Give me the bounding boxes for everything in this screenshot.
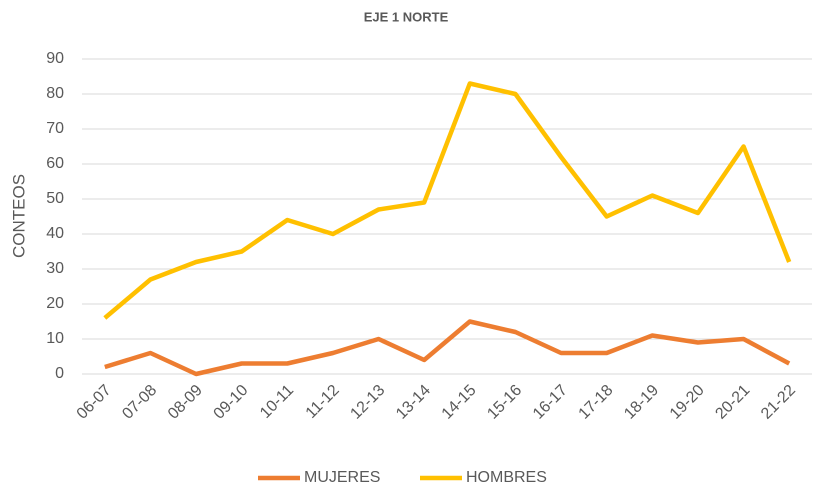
legend-label: MUJERES	[304, 469, 380, 486]
y-tick-label: 90	[46, 50, 64, 67]
y-tick-label: 0	[55, 365, 64, 382]
x-tick-label: 11-12	[303, 382, 343, 422]
legend-label: HOMBRES	[466, 469, 547, 486]
y-tick-label: 70	[46, 120, 64, 137]
x-tick-label: 07-08	[119, 382, 160, 423]
y-tick-label: 40	[46, 225, 64, 242]
y-axis-label: CONTEOS	[9, 174, 28, 258]
line-series	[103, 81, 792, 320]
y-tick-label: 30	[46, 260, 64, 277]
x-tick-label: 08-09	[165, 382, 206, 423]
y-tick-label: 50	[46, 190, 64, 207]
x-tick-label: 14-15	[439, 382, 480, 423]
x-tick-label: 13-14	[393, 382, 434, 423]
x-tick-label: 17-18	[576, 382, 617, 423]
x-tick-label: 20-21	[712, 382, 753, 423]
line-series	[104, 319, 791, 377]
x-tick-label: 09-10	[211, 382, 252, 423]
x-tick-label: 06-07	[74, 382, 115, 423]
x-tick-label: 18-19	[621, 382, 662, 423]
y-tick-label: 80	[46, 85, 64, 102]
x-tick-label: 16-17	[530, 382, 571, 423]
y-tick-label: 10	[46, 330, 64, 347]
chart-title: EJE 1 NORTE	[364, 9, 449, 24]
x-tick-label: 21-22	[758, 382, 799, 423]
x-tick-label: 12-13	[347, 382, 388, 423]
y-tick-label: 20	[46, 295, 64, 312]
x-tick-label: 10-11	[257, 382, 297, 422]
x-tick-label: 15-16	[484, 382, 525, 423]
x-tick-label: 19-20	[667, 382, 708, 423]
y-tick-label: 60	[46, 155, 64, 172]
